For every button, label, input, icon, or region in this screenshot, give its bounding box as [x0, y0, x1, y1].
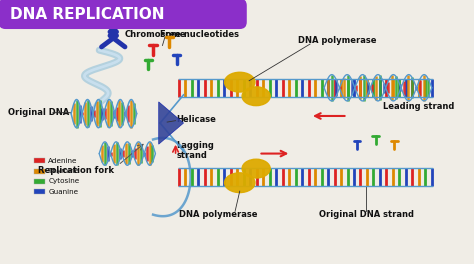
Text: Thymine: Thymine: [48, 168, 79, 174]
FancyBboxPatch shape: [34, 169, 46, 174]
Text: DNA polymerase: DNA polymerase: [298, 36, 377, 45]
Text: Original DNA strand: Original DNA strand: [319, 210, 414, 219]
FancyBboxPatch shape: [34, 179, 46, 184]
Text: Guanine: Guanine: [48, 189, 78, 195]
Text: DNA REPLICATION: DNA REPLICATION: [10, 7, 164, 21]
Text: Cytosine: Cytosine: [48, 178, 79, 184]
FancyBboxPatch shape: [34, 189, 46, 195]
Text: Helicase: Helicase: [176, 115, 217, 124]
Ellipse shape: [110, 30, 116, 37]
Text: Chromosome: Chromosome: [125, 30, 186, 39]
Polygon shape: [159, 102, 183, 144]
Text: DNA polymerase: DNA polymerase: [180, 210, 258, 219]
Text: Adenine: Adenine: [48, 158, 78, 164]
Text: Original DNA: Original DNA: [8, 108, 69, 117]
FancyBboxPatch shape: [34, 158, 46, 163]
Ellipse shape: [225, 72, 255, 92]
Text: Replication fork: Replication fork: [38, 166, 114, 175]
Ellipse shape: [242, 159, 270, 178]
Ellipse shape: [242, 87, 270, 106]
Text: Lagging
strand: Lagging strand: [176, 141, 214, 160]
FancyBboxPatch shape: [0, 0, 247, 29]
Text: Free nucleotides: Free nucleotides: [160, 30, 239, 39]
Text: Leading strand: Leading strand: [383, 102, 454, 111]
Ellipse shape: [225, 173, 255, 192]
